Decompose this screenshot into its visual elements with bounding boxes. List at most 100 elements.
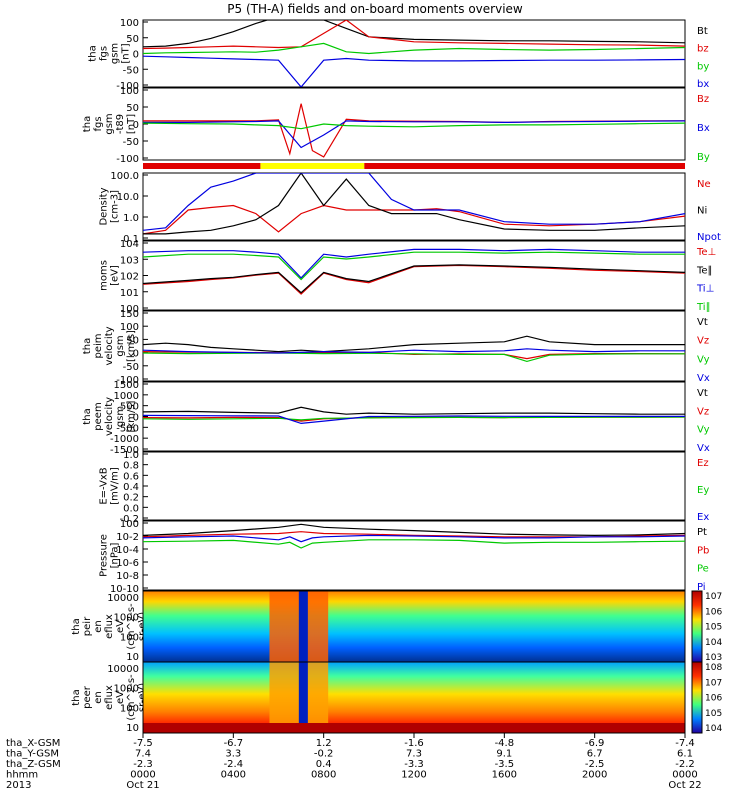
heatmap-peer xyxy=(143,662,685,733)
panel-frame xyxy=(142,451,686,521)
legend-Vx: Vx xyxy=(697,373,710,384)
ytick-label: 10-2 xyxy=(116,532,139,543)
xaxis-value: -0.2 xyxy=(314,749,334,760)
legend-Bz: Bz xyxy=(697,94,709,105)
legend-Bx: Bx xyxy=(697,123,710,134)
xaxis-value: Oct 22 xyxy=(668,780,701,791)
xaxis-value: 0.4 xyxy=(316,759,332,770)
xaxis-value: 9.1 xyxy=(496,749,512,760)
xaxis-value: 1600 xyxy=(492,770,517,781)
ytick-label: 1000 xyxy=(114,684,139,695)
legend-Ne: Ne xyxy=(697,179,711,190)
xaxis-value: -2.3 xyxy=(133,759,153,770)
legend-Npot: Npot xyxy=(697,232,721,243)
series-Vt xyxy=(143,335,685,353)
panel-efield: E=-VxB[mV/m] xyxy=(99,451,686,521)
ytick-label: -50 xyxy=(123,137,139,148)
series-by xyxy=(143,42,685,55)
legend-Ni: Ni xyxy=(697,206,707,217)
ytick-label: -100 xyxy=(116,154,139,165)
legend-Pt: Pt xyxy=(697,527,707,538)
ytick-label: 100 xyxy=(120,304,139,315)
series-Vt xyxy=(143,406,685,415)
xaxis-value: 7.3 xyxy=(406,749,422,760)
ytick-label: -1500 xyxy=(110,445,139,456)
ytick-label: 10-6 xyxy=(116,558,139,569)
panel-pressure: Pressure[nPa] xyxy=(99,520,686,591)
xaxis-row-label: tha_X-GSM xyxy=(6,738,60,749)
series-Pt xyxy=(143,523,685,537)
ytick-label: 101 xyxy=(120,288,139,299)
xaxis-value: 0000 xyxy=(130,770,155,781)
ytick-label: 0.2 xyxy=(123,493,139,504)
xaxis-value: -7.4 xyxy=(675,738,695,749)
series-Ti⊥ xyxy=(143,248,685,279)
colorbar xyxy=(691,590,703,663)
legend-Pb: Pb xyxy=(697,545,709,556)
panel-ylabel: Pressure[nPa] xyxy=(99,534,121,577)
colorbar-label: 107 xyxy=(705,678,722,688)
series-By xyxy=(143,122,685,130)
heatmap-low-band xyxy=(143,723,685,733)
xaxis-value: -2.2 xyxy=(675,759,695,770)
xaxis-value: -2.4 xyxy=(224,759,244,770)
ytick-label: 1500 xyxy=(114,380,139,391)
ytick-label: 100 xyxy=(120,86,139,97)
panel-ylabel: Density[cm-3] xyxy=(99,187,121,225)
ytick-label: 50 xyxy=(126,335,139,346)
ytick-label: 100 xyxy=(120,519,139,530)
xaxis-value: -3.3 xyxy=(404,759,424,770)
legend-Ex: Ex xyxy=(697,512,709,523)
heatmap-cold-column xyxy=(298,591,308,662)
panel-frame xyxy=(142,310,686,382)
ytick-label: 0.4 xyxy=(123,482,139,493)
panel-ylabel: thafgsgsm-t89[nT] xyxy=(82,113,137,134)
ytick-label: 0 xyxy=(133,50,139,61)
legend-by: by xyxy=(697,61,709,72)
ytick-label: 10 xyxy=(126,652,139,663)
mode-bar-red-2 xyxy=(364,163,685,169)
colorbar-label: 106 xyxy=(705,694,722,704)
ytick-label: -1000 xyxy=(110,434,139,445)
ytick-label: 100 xyxy=(120,632,139,643)
xaxis-value: 1200 xyxy=(401,770,426,781)
legend-Te⊥: Te⊥ xyxy=(696,247,716,258)
legend-By: By xyxy=(697,152,710,163)
mode-bar-red-1 xyxy=(143,163,261,169)
ytick-label: 104 xyxy=(120,239,139,250)
legend-Vx: Vx xyxy=(697,443,710,454)
ytick-label: 0.0 xyxy=(123,503,139,514)
figure-title: P5 (TH-A) fields and on-board moments ov… xyxy=(227,2,523,16)
xaxis-value: -1.6 xyxy=(404,738,424,749)
panel-peim: thapeimvelocitygsm[km/s] xyxy=(82,310,686,382)
ytick-label: 50 xyxy=(126,103,139,114)
xaxis-value: -6.7 xyxy=(224,738,244,749)
colorbar xyxy=(691,661,703,734)
series-Bt xyxy=(143,20,685,48)
xaxis-value: Oct 21 xyxy=(126,780,159,791)
series-Te∥ xyxy=(143,264,685,294)
ytick-label: -50 xyxy=(123,362,139,373)
xaxis-value: 0000 xyxy=(672,770,697,781)
ytick-label: 103 xyxy=(120,255,139,266)
legend-Ti∥: Ti∥ xyxy=(696,302,711,313)
series-Vy xyxy=(143,352,685,363)
colorbar-label: 108 xyxy=(705,663,722,673)
panel-ylabel: moms[eV] xyxy=(99,260,121,291)
ytick-label: 1000 xyxy=(114,391,139,402)
panel-ylabel: thafgsgsm[nT] xyxy=(88,43,132,64)
legend-Ey: Ey xyxy=(697,485,709,496)
ytick-label: 10000 xyxy=(107,664,139,675)
panel-frame xyxy=(142,19,686,88)
legend-Pe: Pe xyxy=(697,564,709,575)
xaxis-value: -2.5 xyxy=(585,759,605,770)
ytick-label: -100 xyxy=(116,375,139,386)
xaxis-row-label: hhmm xyxy=(6,770,38,781)
xaxis-value: 0400 xyxy=(221,770,246,781)
ytick-label: 1000 xyxy=(114,613,139,624)
panel-ylabel: thapeimvelocitygsm[km/s] xyxy=(82,326,137,365)
panel-temps: moms[eV] xyxy=(99,240,686,311)
legend-Vt: Vt xyxy=(697,317,708,328)
mode-bar-yellow xyxy=(260,163,365,169)
ytick-label: -50 xyxy=(123,65,139,76)
